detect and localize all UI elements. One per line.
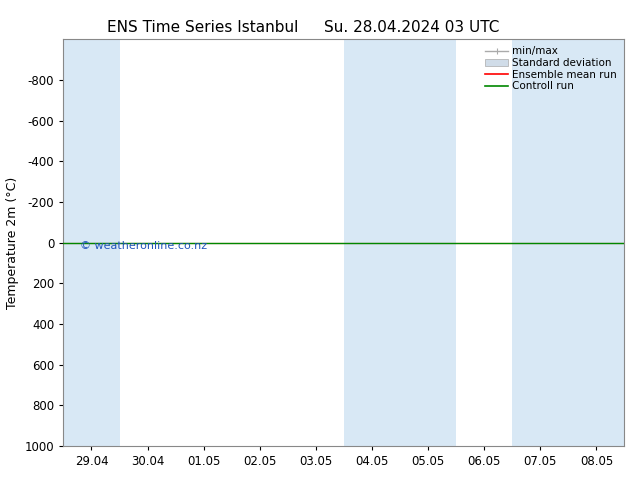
Bar [512, 39, 624, 446]
Bar [344, 39, 456, 446]
Bar [63, 39, 120, 446]
Text: Su. 28.04.2024 03 UTC: Su. 28.04.2024 03 UTC [325, 20, 500, 35]
Text: © weatheronline.co.nz: © weatheronline.co.nz [81, 241, 207, 250]
Y-axis label: Temperature 2m (°C): Temperature 2m (°C) [6, 176, 19, 309]
Text: ENS Time Series Istanbul: ENS Time Series Istanbul [107, 20, 299, 35]
Legend: min/max, Standard deviation, Ensemble mean run, Controll run: min/max, Standard deviation, Ensemble me… [483, 45, 619, 93]
